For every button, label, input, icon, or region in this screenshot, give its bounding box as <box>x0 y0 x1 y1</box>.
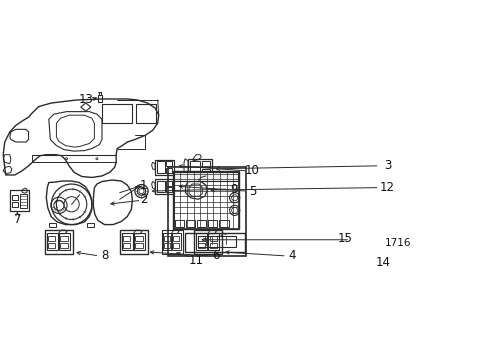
Text: 5: 5 <box>248 185 256 198</box>
Bar <box>166 187 172 192</box>
Bar <box>49 223 56 227</box>
Bar <box>188 159 212 179</box>
Bar <box>164 236 169 241</box>
Text: 3: 3 <box>383 159 390 172</box>
Bar <box>59 233 70 250</box>
Bar <box>122 233 133 250</box>
Bar <box>156 161 164 173</box>
Bar <box>12 195 19 200</box>
Bar <box>86 223 94 227</box>
Bar <box>175 220 183 226</box>
Bar <box>185 220 195 226</box>
Bar <box>162 230 183 254</box>
Bar <box>123 236 130 241</box>
Bar <box>12 202 19 207</box>
Text: 2: 2 <box>140 193 147 206</box>
Bar <box>48 236 55 241</box>
Bar <box>61 236 67 241</box>
Bar <box>190 161 200 177</box>
Text: 12: 12 <box>379 181 394 194</box>
Bar <box>209 236 217 241</box>
Bar <box>136 104 155 123</box>
Bar <box>156 180 164 192</box>
Text: 15: 15 <box>337 232 352 245</box>
Bar <box>61 243 67 248</box>
Bar <box>198 236 236 247</box>
Bar <box>20 194 27 208</box>
Bar <box>197 220 206 226</box>
Bar <box>135 236 142 241</box>
Bar <box>47 233 58 250</box>
Bar <box>48 243 55 248</box>
Bar <box>45 230 72 254</box>
Bar <box>196 233 207 250</box>
Bar <box>123 243 130 248</box>
Bar <box>163 233 171 250</box>
Bar <box>219 220 228 226</box>
Bar <box>102 104 132 123</box>
Bar <box>208 233 219 250</box>
Bar <box>98 95 102 102</box>
Bar <box>173 243 179 248</box>
Bar <box>173 171 238 229</box>
Text: 14: 14 <box>375 256 390 269</box>
Bar <box>208 220 217 226</box>
Bar <box>197 243 204 248</box>
Bar <box>10 190 29 211</box>
Text: 1: 1 <box>140 179 147 192</box>
Text: 1716: 1716 <box>384 238 411 248</box>
Text: 11: 11 <box>188 253 203 266</box>
Bar <box>173 236 179 241</box>
Bar <box>135 243 142 248</box>
Bar <box>184 233 245 252</box>
Text: 9: 9 <box>230 183 238 195</box>
Text: 6: 6 <box>212 249 219 262</box>
Text: 10: 10 <box>244 165 259 177</box>
Text: 4: 4 <box>287 249 295 262</box>
Bar <box>167 167 246 256</box>
Bar <box>166 161 172 166</box>
Bar <box>202 161 209 167</box>
Bar <box>120 230 147 254</box>
Bar <box>166 168 172 173</box>
Bar <box>194 230 222 254</box>
Bar <box>197 236 204 241</box>
Bar <box>209 243 217 248</box>
Bar <box>155 179 174 194</box>
Bar <box>202 169 209 175</box>
Bar <box>172 233 181 250</box>
Bar <box>155 160 174 175</box>
Bar <box>174 172 237 228</box>
Bar <box>134 233 145 250</box>
Bar <box>166 180 172 185</box>
Bar <box>174 172 237 181</box>
Bar <box>164 243 169 248</box>
Text: 13: 13 <box>78 94 93 107</box>
Text: 8: 8 <box>101 249 108 262</box>
Text: 7: 7 <box>14 213 21 226</box>
